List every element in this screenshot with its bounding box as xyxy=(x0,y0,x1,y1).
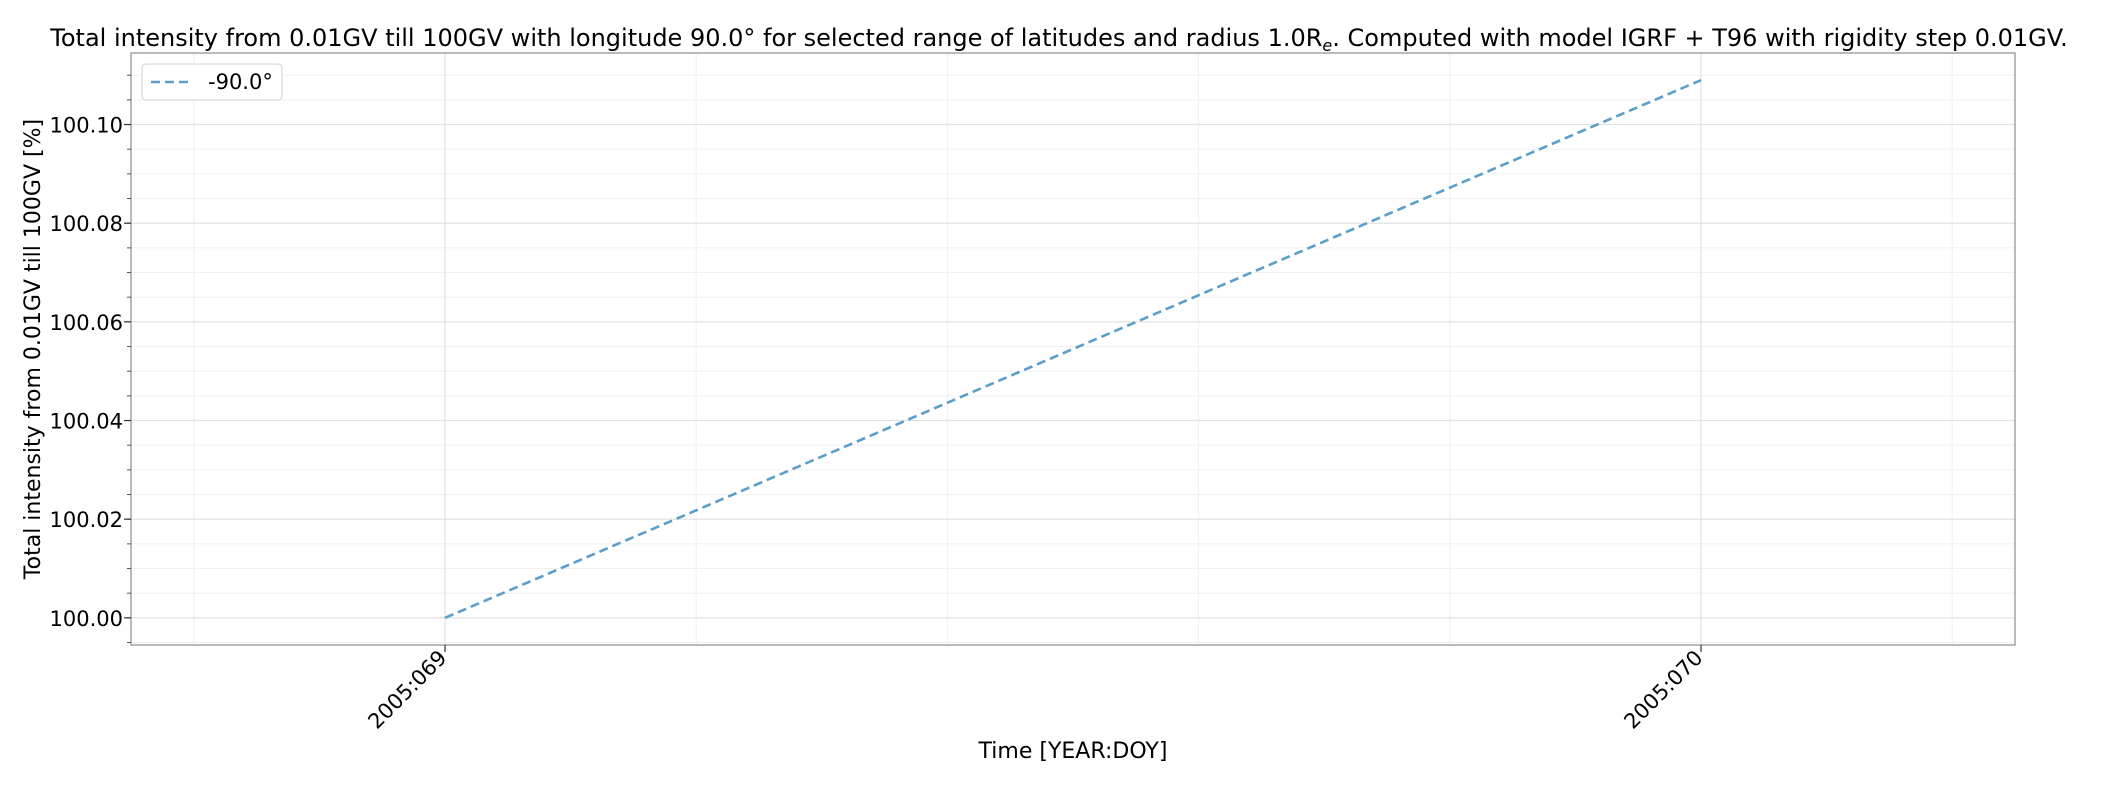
y-tick-label: 100.00 xyxy=(50,607,123,631)
y-tick-label: 100.10 xyxy=(50,114,123,138)
chart-title-subscript: e xyxy=(1322,36,1332,55)
x-axis-ticks: 2005:069 2005:070 xyxy=(363,645,1708,734)
plot-area xyxy=(130,52,2016,646)
series-layer xyxy=(444,78,1702,620)
series-line-0 xyxy=(444,78,1702,620)
y-axis-ticks: 100.00 100.02 100.04 100.06 100.08 100.10 xyxy=(50,74,131,644)
y-tick-label: 100.04 xyxy=(50,410,123,434)
y-tick-label: 100.08 xyxy=(50,212,123,236)
y-axis-label: Total intensity from 0.01GV till 100GV [… xyxy=(21,119,46,580)
legend-label-series-0: -90.0° xyxy=(208,70,273,94)
chart-title-main: Total intensity from 0.01GV till 100GV w… xyxy=(49,24,1322,52)
x-tick-label: 2005:069 xyxy=(363,646,451,734)
legend-box xyxy=(141,63,283,101)
legend: -90.0° xyxy=(141,63,283,101)
chart-title-suffix: . Computed with model IGRF + T96 with ri… xyxy=(1332,24,2067,52)
plot-frame xyxy=(130,52,2016,646)
x-tick-label: 2005:070 xyxy=(1619,646,1707,734)
plot-background xyxy=(131,53,2015,645)
y-tick-label: 100.02 xyxy=(50,508,123,532)
x-axis-label: Time [YEAR:DOY] xyxy=(978,739,1168,764)
chart-title: Total intensity from 0.01GV till 100GV w… xyxy=(49,24,2067,55)
y-tick-label: 100.06 xyxy=(50,311,123,335)
